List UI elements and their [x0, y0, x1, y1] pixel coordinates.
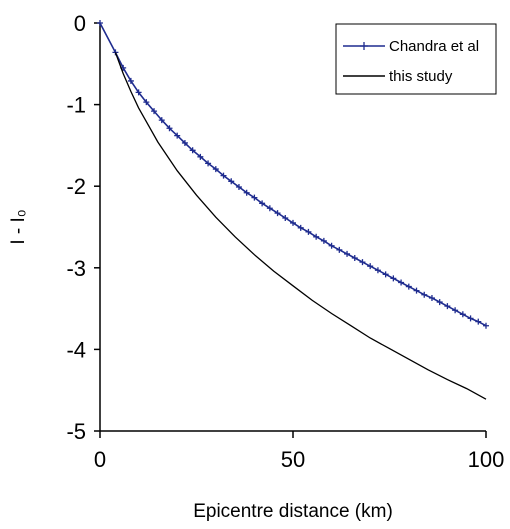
data-point: [452, 307, 459, 314]
data-point: [127, 77, 134, 84]
y-tick-label: 0: [74, 11, 86, 36]
series-line-chandra: [99, 22, 487, 327]
y-tick-label: -3: [66, 256, 86, 281]
data-point: [135, 89, 142, 96]
data-point: [235, 184, 242, 191]
series-layer: [97, 20, 489, 400]
data-point: [220, 172, 227, 179]
data-point: [313, 233, 320, 240]
data-point: [151, 108, 158, 115]
data-point: [212, 166, 219, 173]
data-point: [374, 267, 381, 274]
data-point: [328, 242, 335, 249]
data-point: [174, 132, 181, 139]
data-point: [143, 99, 150, 106]
data-point: [405, 283, 412, 290]
x-tick-label: 0: [94, 447, 106, 472]
y-tick-label: -4: [66, 337, 86, 362]
data-point: [390, 275, 397, 282]
data-point: [436, 299, 443, 306]
data-point: [290, 219, 296, 226]
data-point: [475, 318, 482, 325]
plot-area: 0 -1 -2 -3 -4 -5 0 50 100: [66, 11, 504, 472]
data-point: [112, 49, 119, 56]
y-tick-label: -2: [66, 174, 86, 199]
data-point: [266, 205, 273, 212]
data-point: [158, 117, 165, 124]
y-tick-label: -1: [66, 93, 86, 118]
legend-label: this study: [389, 68, 453, 85]
data-point: [382, 271, 389, 278]
data-point: [197, 153, 204, 160]
series-line-this-study: [114, 52, 487, 400]
data-point: [259, 200, 266, 207]
x-tick-label: 50: [281, 447, 305, 472]
data-point: [413, 287, 420, 294]
data-point: [421, 291, 428, 298]
data-point: [166, 125, 173, 132]
x-tick-label: 100: [468, 447, 505, 472]
data-point: [251, 194, 258, 201]
data-point: [320, 237, 327, 244]
legend-label: Chandra et al: [389, 38, 479, 55]
data-point: [305, 228, 312, 235]
data-point: [459, 311, 466, 318]
legend-box: [335, 23, 497, 95]
data-point: [428, 294, 435, 301]
data-point: [344, 250, 351, 257]
data-point: [181, 139, 188, 146]
y-axis-ticks: 0 -1 -2 -3 -4 -5: [66, 11, 100, 444]
data-point: [367, 263, 374, 270]
data-point: [205, 160, 212, 167]
data-point: [97, 20, 103, 26]
x-axis-title: Epicentre distance (km): [193, 501, 393, 522]
data-point: [483, 322, 489, 329]
data-point: [228, 178, 235, 185]
y-axis-title: I - I₀: [8, 209, 29, 244]
data-point: [444, 303, 451, 310]
data-point: [297, 224, 304, 231]
legend-marker: [360, 42, 368, 50]
data-point: [282, 215, 289, 222]
data-point: [351, 255, 358, 262]
data-point: [274, 210, 281, 217]
data-point: [398, 279, 405, 286]
data-point: [189, 147, 196, 154]
data-point: [243, 189, 250, 196]
data-point: [336, 246, 343, 253]
data-point: [359, 259, 366, 266]
legend: Chandra et al this study: [335, 23, 497, 95]
data-point: [467, 315, 474, 322]
y-tick-label: -5: [66, 419, 86, 444]
x-axis-ticks: 0 50 100: [94, 431, 504, 472]
